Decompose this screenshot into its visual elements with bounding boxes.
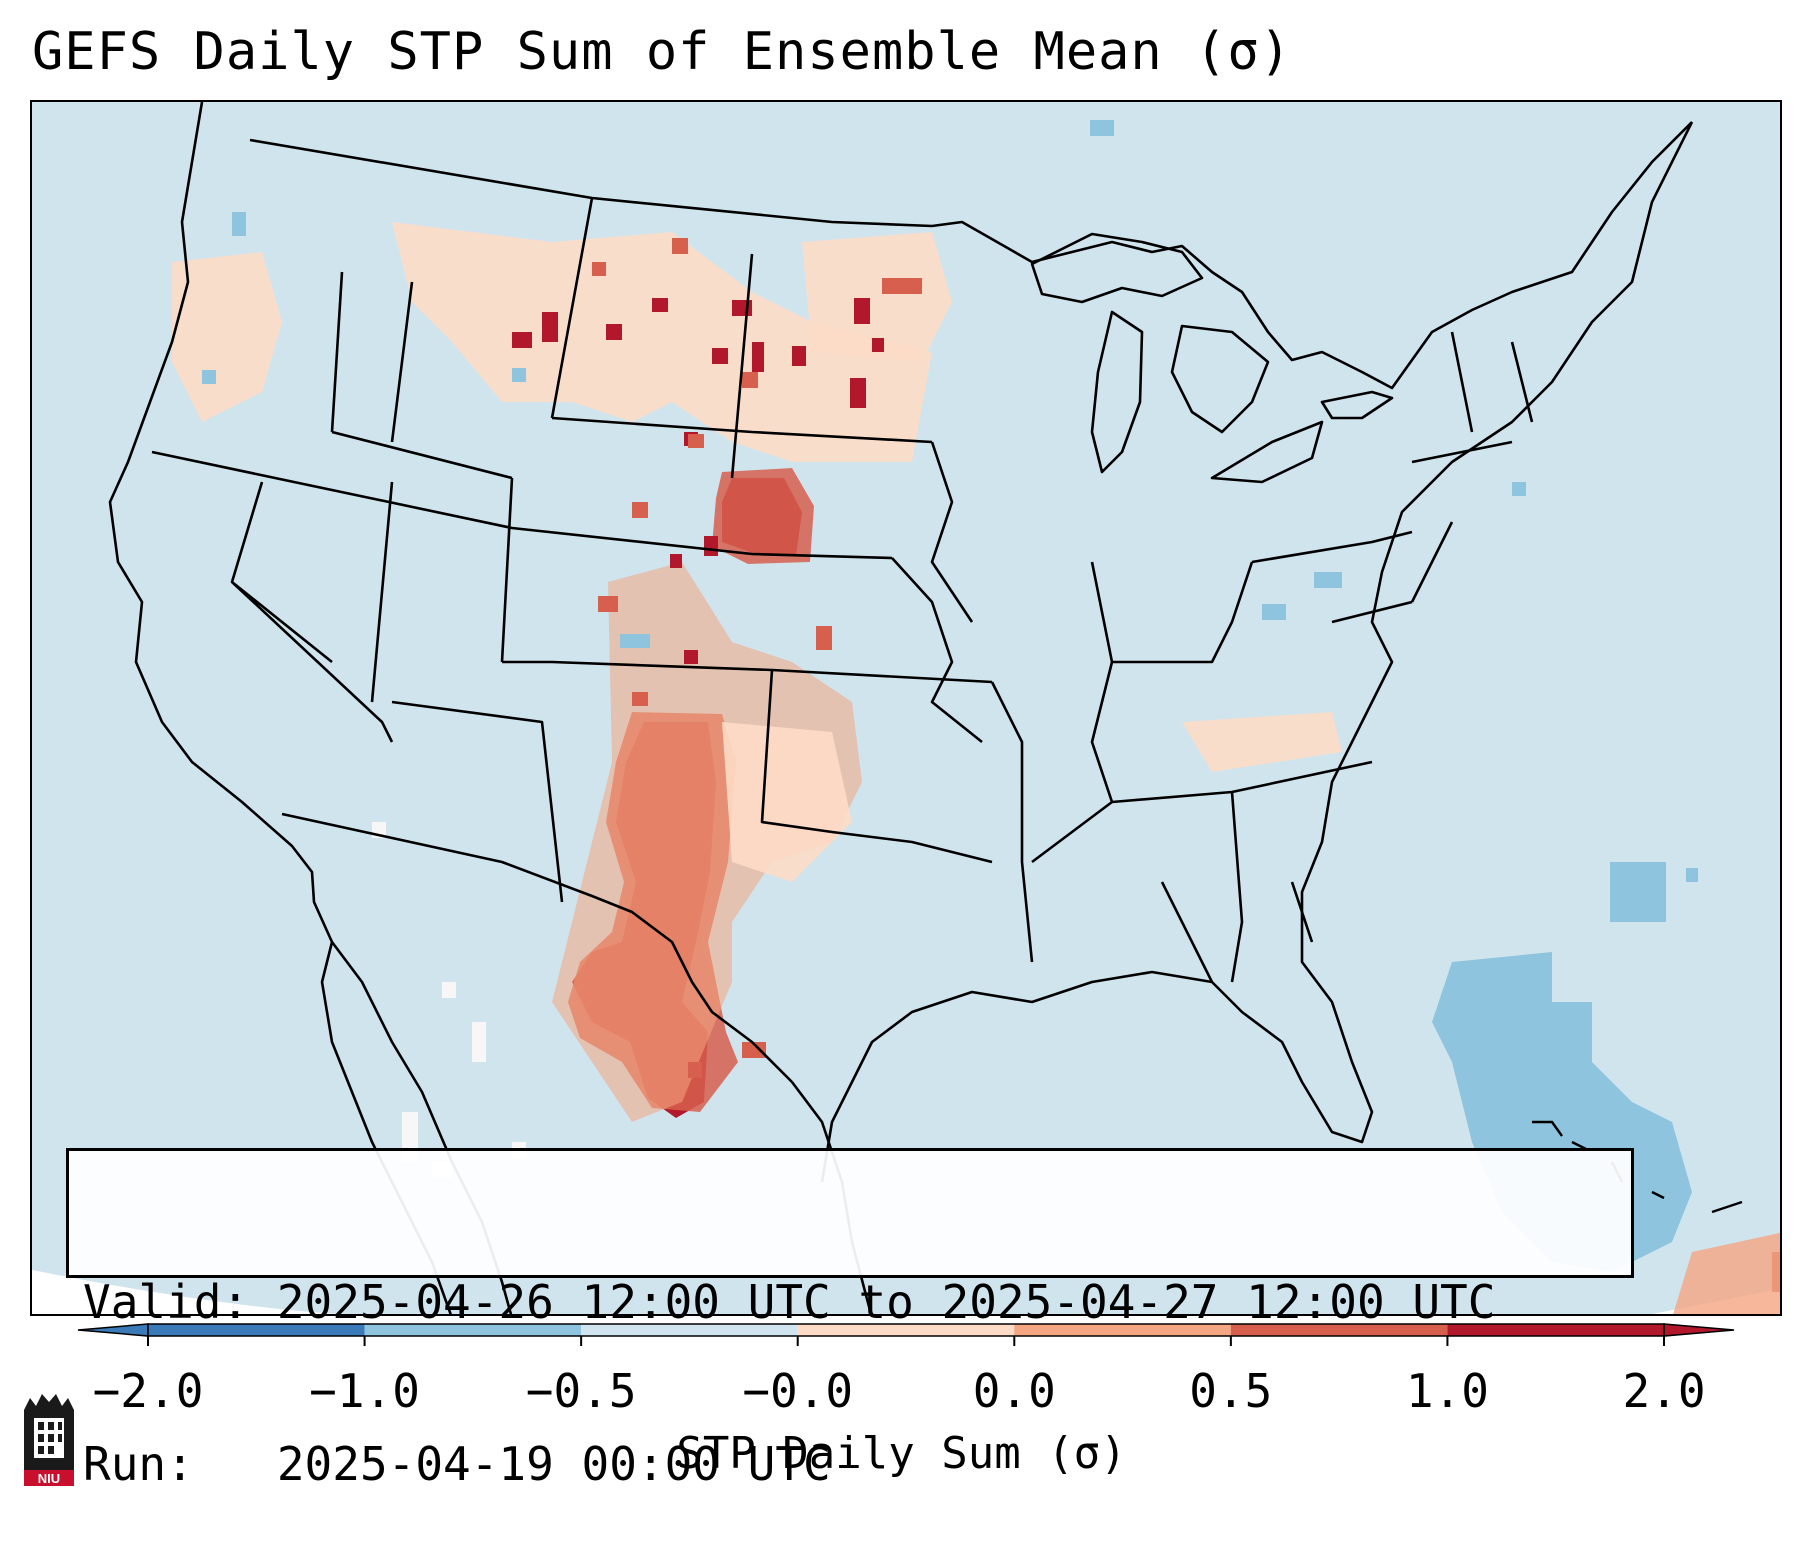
colorbar-segment bbox=[148, 1324, 365, 1336]
stp-slight-tennessee bbox=[1182, 712, 1342, 772]
colorbar-segment bbox=[797, 1324, 1015, 1336]
logo-text: NIU bbox=[38, 1471, 60, 1486]
colorbar-segment bbox=[1447, 1324, 1664, 1336]
lake-huron bbox=[1170, 324, 1270, 434]
validity-info-box: Valid: 2025-04-26 12:00 UTC to 2025-04-2… bbox=[66, 1148, 1634, 1491]
niu-logo-icon: NIU bbox=[24, 1394, 74, 1486]
mexico-border bbox=[281, 812, 793, 1083]
atlantic-coastline bbox=[820, 121, 1694, 1183]
valid-time-text: Valid: 2025-04-26 12:00 UTC to 2025-04-2… bbox=[83, 1275, 1496, 1329]
stp-field bbox=[172, 120, 1780, 1314]
lake-superior bbox=[1030, 232, 1204, 304]
lake-michigan bbox=[1090, 310, 1144, 474]
stp-slight-dakotas bbox=[802, 232, 952, 362]
state-lines bbox=[151, 197, 1534, 983]
map-canvas bbox=[32, 102, 1780, 1314]
domain-edge bbox=[32, 1270, 336, 1314]
colorbar-tick-label: 2.0 bbox=[1622, 1364, 1706, 1418]
stp-north-blocks bbox=[512, 298, 884, 664]
colorbar-tick-label: 0.0 bbox=[972, 1364, 1056, 1418]
boundaries bbox=[108, 102, 1694, 1314]
stp-near-zero-baja bbox=[372, 822, 526, 1178]
colorbar-tick-label: 1.0 bbox=[1405, 1364, 1489, 1418]
stp-ring-plains bbox=[712, 468, 814, 564]
lake-erie bbox=[1210, 420, 1324, 484]
colorbar-extend-low bbox=[77, 1323, 149, 1337]
pacific-coastline bbox=[108, 102, 452, 1314]
colorbar-tick-label: −0.0 bbox=[742, 1364, 854, 1418]
colorbar-segment bbox=[1230, 1324, 1448, 1336]
colorbar-segment bbox=[1014, 1324, 1231, 1336]
colorbar-segment bbox=[364, 1324, 582, 1336]
colorbar-outline bbox=[147, 1323, 1665, 1337]
colorbar-tick-label: −1.0 bbox=[309, 1364, 420, 1418]
colorbar-label: STP Daily Sum (σ) bbox=[676, 1428, 1127, 1479]
colorbar-ticks bbox=[147, 1336, 1665, 1346]
colorbar-tick-label: −2.0 bbox=[92, 1364, 204, 1418]
stp-south-caribbean bbox=[1673, 1232, 1780, 1314]
stp-slight-oregon bbox=[172, 252, 282, 422]
colorbar-swatches bbox=[77, 1323, 1735, 1337]
run-time-text: Run: 2025-04-19 00:00 UTC bbox=[83, 1437, 831, 1491]
canada-border bbox=[249, 121, 1693, 390]
colorbar bbox=[77, 1323, 1735, 1346]
stp-slight-northwest bbox=[392, 222, 932, 462]
map-title: GEFS Daily STP Sum of Ensemble Mean (σ) bbox=[32, 22, 1292, 82]
stp-slight-texas bbox=[722, 722, 852, 882]
colorbar-tick-label: −0.5 bbox=[525, 1364, 637, 1418]
colorbar-segment bbox=[581, 1324, 798, 1336]
colorbar-tick-label: 0.5 bbox=[1189, 1364, 1273, 1418]
lake-ontario bbox=[1320, 390, 1394, 420]
stp-weak-central bbox=[552, 562, 862, 1122]
map-panel bbox=[30, 100, 1782, 1316]
colorbar-extend-high bbox=[1663, 1323, 1735, 1337]
